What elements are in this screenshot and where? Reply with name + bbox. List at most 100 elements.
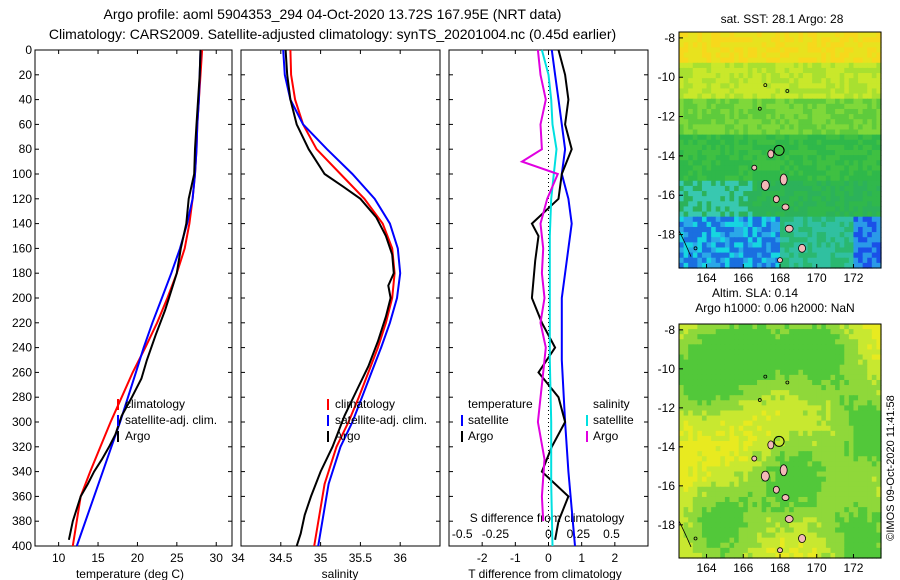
h-heatmap-cells [679,324,882,559]
sst-heatmap-cells [679,32,882,269]
island [779,173,788,186]
y-tick-label: 260 [12,365,32,379]
top-x-tick-label: 0.5 [603,527,620,541]
x-tick-label: 20 [131,551,145,565]
temperature-axes-frame [34,49,233,547]
y-tick-label: 100 [12,167,32,181]
map-y-tick-label: -14 [658,149,676,163]
map-y-tick-label: -8 [664,323,675,337]
island [784,224,794,233]
x-tick-label: 25 [170,551,184,565]
y-tick-label: 20 [19,68,33,82]
map-x-tick-label: 170 [807,271,827,285]
height-map-title: Argo h1000: 0.06 h2000: NaN [695,301,854,315]
y-tick-label: 320 [12,440,32,454]
salinity-xlabel: salinity [322,567,359,580]
series-line-satellite-adj-clim- [282,49,402,547]
series-line-salinity-argo [519,49,560,522]
y-tick-label: 280 [12,390,32,404]
island [781,494,790,501]
sst-map-panel: sat. SST: 28.1 Argo: 28 Altim. SLA: 0.14… [658,12,882,300]
y-tick-label: 380 [12,514,32,528]
sla-caption: Altim. SLA: 0.14 [712,286,798,300]
island [772,485,780,494]
temperature-profile-panel: temperature (deg C) 0 20 40 60 80 100 120 140 16… [12,43,245,580]
salinity-axes-frame [240,49,441,547]
map-x-tick-label: 172 [843,271,863,285]
x-tick-label: 1 [578,551,585,565]
map-x-tick-label: 166 [733,561,753,575]
top-x-tick-label: 0.25 [567,527,591,541]
legend-swatch-argo [117,431,119,442]
x-tick-label: 34.5 [269,551,293,565]
x-tick-label: -1 [510,551,521,565]
series-line-temperature-satellite [550,49,576,547]
map-y-tick-label: -18 [658,518,676,532]
y-tick-label: 0 [25,43,32,57]
map-y-tick-label: -16 [658,479,676,493]
island [693,246,698,251]
salinity-legend: climatology satellite-adj. clim. Argo [327,397,427,443]
y-tick-label: 360 [12,489,32,503]
y-tick-label: 60 [19,117,33,131]
island [779,464,788,477]
island [777,547,783,554]
map-x-tick-label: 168 [770,561,790,575]
island [767,149,775,159]
island [772,195,780,204]
legend-label-sal-satellite: satellite [593,413,634,427]
x-tick-label: -2 [477,551,488,565]
difference-profile-panel: S difference from climatology T differen… [448,49,649,580]
plot-title-line2: Climatology: CARS2009. Satellite-adjuste… [48,26,617,42]
x-tick-label: 15 [91,551,105,565]
map-y-tick-label: -10 [658,362,676,376]
y-tick-label: 180 [12,266,32,280]
legend-swatch-climatology [327,399,329,410]
island [760,179,770,191]
y-tick-label: 220 [12,316,32,330]
x-tick-label: 35 [314,551,328,565]
x-tick-label: 36 [394,551,408,565]
legend-label-climatology: climatology [335,397,395,411]
island [785,380,790,385]
height-map-panel: Argo h1000: 0.06 h2000: NaN 164 166 168 170… [658,301,882,575]
coastline [678,230,692,257]
island [784,515,794,523]
legend-swatch-sal-satellite [586,415,588,426]
map-y-tick-label: -16 [658,188,676,202]
legend-label-climatology: climatology [125,397,185,411]
map-y-tick-label: -14 [658,440,676,454]
map-x-tick-label: 164 [697,271,717,285]
y-tick-label: 140 [12,217,32,231]
map-x-tick-label: 170 [807,561,827,575]
legend-swatch-satellite [327,415,329,426]
argo-location-marker [773,144,785,156]
legend-label-sal-argo: Argo [593,429,619,443]
y-tick-label: 340 [12,465,32,479]
map-y-tick-label: -12 [658,401,676,415]
difference-legend: temperature satellite Argo salinity sate… [461,397,634,443]
map-x-tick-label: 172 [843,561,863,575]
island [751,164,758,171]
x-tick-label: 34 [231,551,245,565]
legend-swatch-satellite [117,415,119,426]
difference-top-xlabel: S difference from climatology [470,511,625,525]
x-tick-label: 0 [545,551,552,565]
legend-swatch-argo [327,431,329,442]
legend-swatch-climatology [117,399,119,410]
island [751,455,758,462]
island [757,106,762,111]
island [763,374,768,379]
x-tick-label: 10 [52,551,66,565]
temperature-legend: climatology satellite-adj. clim. Argo [117,397,217,443]
map-y-tick-label: -8 [664,31,675,45]
argo-location-marker [773,435,785,447]
series-line-salinity-satellite [540,49,558,547]
legend-swatch-temp-satellite [461,415,463,426]
legend-label-temp-argo: Argo [468,429,494,443]
map-y-tick-label: -10 [658,70,676,84]
island [798,534,806,543]
legend-swatch-temp-argo [461,431,463,442]
series-line-argo [67,49,202,541]
